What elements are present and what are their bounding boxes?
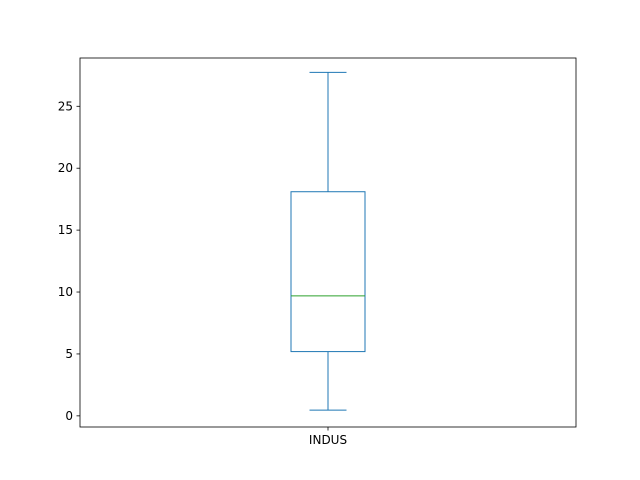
y-tick-label: 25 bbox=[58, 99, 73, 113]
axes-frame bbox=[79, 57, 577, 428]
y-tick-label: 5 bbox=[65, 347, 73, 361]
y-axis: 0 5 10 15 20 25 bbox=[58, 99, 80, 423]
y-tick-label: 20 bbox=[58, 161, 73, 175]
x-tick-label: INDUS bbox=[309, 433, 347, 447]
y-tick-label: 15 bbox=[58, 223, 73, 237]
y-tick-label: 10 bbox=[58, 285, 73, 299]
x-axis: INDUS bbox=[309, 427, 347, 447]
plot-area bbox=[290, 71, 366, 411]
y-tick-label: 0 bbox=[65, 409, 73, 423]
